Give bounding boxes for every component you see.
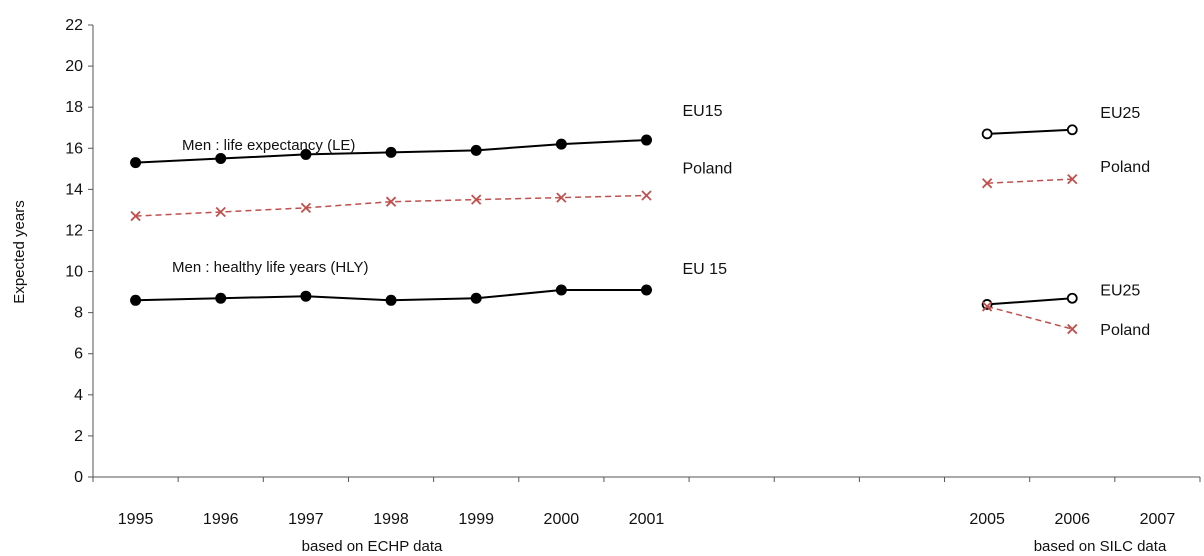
- data-point: [981, 178, 993, 189]
- data-point: [1066, 124, 1078, 136]
- data-point: [215, 206, 226, 218]
- x-tick-label: 1995: [118, 511, 154, 528]
- series-label: EU15: [683, 103, 723, 120]
- series-0: [130, 134, 652, 169]
- data-point: [556, 192, 567, 203]
- y-tick-label: 20: [65, 58, 83, 75]
- y-tick-label: 18: [65, 99, 83, 116]
- series-line: [987, 178, 1073, 184]
- data-point: [385, 294, 397, 306]
- series-5: [981, 292, 1078, 310]
- data-point: [1067, 173, 1078, 185]
- sublabel-echp: based on ECHP data: [302, 538, 443, 555]
- y-tick-label: 14: [65, 181, 83, 198]
- data-point: [471, 194, 482, 205]
- series-4: [981, 173, 1078, 189]
- x-tick-label: 1998: [373, 511, 409, 528]
- series-layer: [130, 124, 1078, 335]
- x-tick-label: 2000: [544, 511, 580, 528]
- x-tick-label: 2006: [1054, 511, 1090, 528]
- series-label: Poland: [1100, 322, 1150, 339]
- x-tick-labels: 1995 1996 1997 1998 1999 2000 2001 2005 2006 2007: [118, 511, 1176, 528]
- series-label: Poland: [683, 161, 733, 178]
- sublabel-silc: based on SILC data: [1034, 538, 1167, 555]
- data-point: [300, 202, 312, 213]
- data-point: [555, 284, 567, 296]
- y-tick-label: 16: [65, 140, 83, 157]
- series-2: [130, 284, 652, 306]
- y-tick-label: 12: [65, 222, 83, 239]
- y-tick-label: 6: [74, 346, 83, 363]
- data-point: [300, 290, 312, 302]
- series-line: [135, 194, 647, 217]
- annotation-life-expectancy: Men : life expectancy (LE): [182, 137, 355, 154]
- x-tick-label: 2005: [969, 511, 1005, 528]
- data-point: [470, 144, 482, 156]
- series-line: [987, 128, 1073, 135]
- x-tick-label: 2007: [1140, 511, 1176, 528]
- annotation-healthy-life-years: Men : healthy life years (HLY): [172, 259, 368, 276]
- series-label: Poland: [1100, 159, 1150, 176]
- data-point: [641, 284, 652, 296]
- data-point: [300, 148, 312, 160]
- y-tick-label: 2: [74, 428, 83, 445]
- data-point: [385, 146, 397, 158]
- series-6: [981, 301, 1078, 335]
- axes: [88, 24, 1201, 482]
- y-tick-label: 22: [65, 17, 83, 34]
- data-point: [981, 128, 993, 140]
- y-tick-label: 4: [74, 387, 83, 404]
- x-tick-label: 1996: [203, 511, 239, 528]
- data-point: [215, 153, 227, 165]
- series-label: EU25: [1100, 105, 1140, 122]
- data-point: [385, 196, 397, 207]
- y-axis-label: Expected years: [11, 200, 28, 303]
- data-point: [470, 292, 482, 304]
- series-3: [981, 124, 1078, 140]
- data-point: [215, 292, 227, 304]
- data-point: [641, 134, 652, 146]
- series-1: [130, 190, 652, 222]
- data-point: [1066, 292, 1078, 304]
- y-tick-label: 8: [74, 305, 83, 322]
- series-line: [986, 305, 1073, 330]
- series-label: EU 15: [683, 261, 728, 278]
- x-tick-label: 2001: [629, 511, 665, 528]
- data-point: [130, 210, 141, 222]
- x-tick-label: 1999: [458, 511, 494, 528]
- data-point: [641, 190, 652, 201]
- data-point: [555, 138, 567, 150]
- y-tick-label: 10: [65, 264, 83, 281]
- series-line: [987, 297, 1073, 306]
- data-point: [981, 301, 993, 312]
- series-label: EU25: [1100, 282, 1140, 299]
- data-point: [130, 157, 142, 169]
- data-point: [130, 294, 142, 306]
- y-tick-label: 0: [74, 469, 83, 486]
- series-labels: EU15 Poland EU 15 EU25 Poland EU25 Poland: [683, 103, 1151, 339]
- data-point: [1067, 323, 1078, 335]
- y-tick-labels: 0 2 4 6 8 10 12 14 16 18 20 22: [65, 17, 83, 486]
- x-tick-label: 1997: [288, 511, 324, 528]
